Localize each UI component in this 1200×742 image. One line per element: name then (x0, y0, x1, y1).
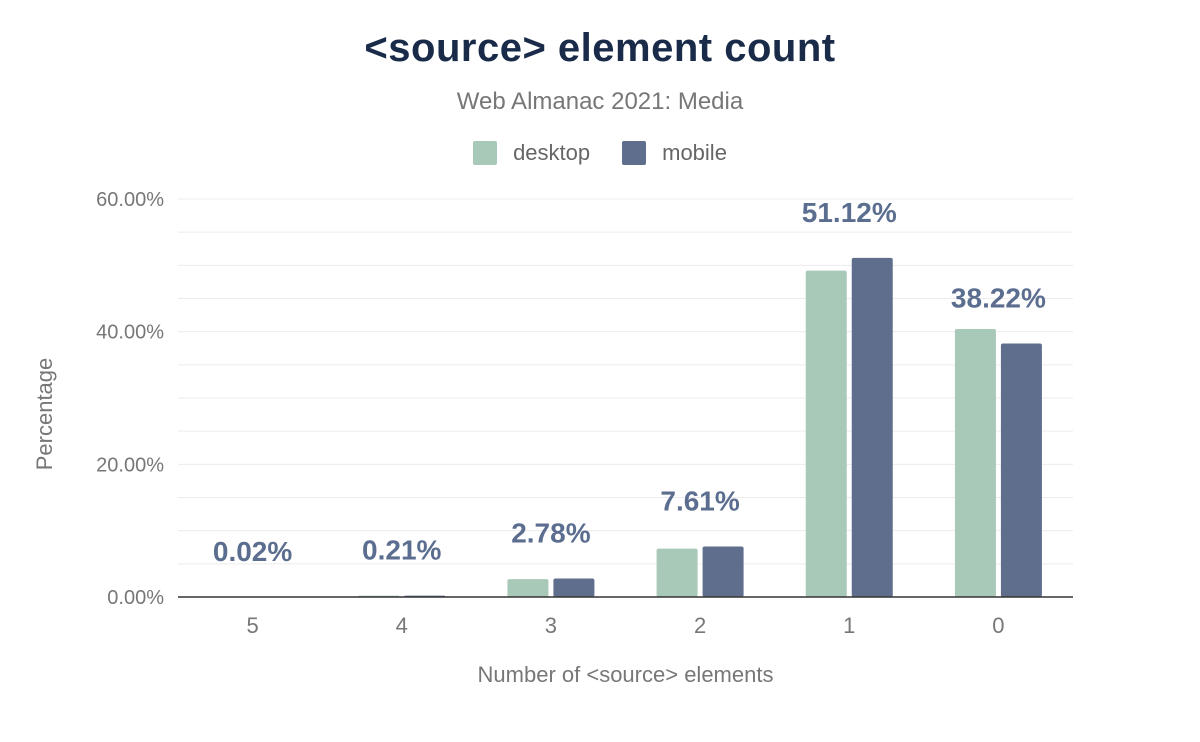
y-tick-label: 60.00% (96, 189, 164, 211)
bars (209, 257, 1042, 598)
y-tick-label: 0.00% (107, 587, 164, 609)
chart-subtitle: Web Almanac 2021: Media (456, 88, 744, 115)
data-label: 51.12% (802, 197, 897, 228)
x-axis-ticks: 5 4 3 2 1 0 (246, 613, 1004, 638)
legend-label-mobile: mobile (662, 140, 727, 165)
x-axis-label: Number of <source> elements (478, 662, 774, 687)
x-tick-label: 5 (246, 613, 258, 638)
x-tick-label: 3 (545, 613, 557, 638)
data-label: 2.78% (511, 518, 590, 549)
bar-desktop-2[interactable] (656, 548, 698, 597)
data-label: 7.61% (660, 486, 739, 517)
data-label: 38.22% (951, 282, 1046, 313)
bar-desktop-1[interactable] (805, 270, 847, 597)
y-axis-label: Percentage (32, 358, 57, 471)
legend-swatch-mobile (622, 141, 647, 165)
x-tick-label: 0 (992, 613, 1004, 638)
legend-item-desktop[interactable]: desktop (473, 140, 590, 166)
y-tick-label: 20.00% (96, 454, 164, 476)
legend-label-desktop: desktop (513, 140, 591, 165)
bar-mobile-2[interactable] (702, 546, 744, 597)
legend: desktop mobile (0, 140, 1200, 166)
bar-desktop-0[interactable] (954, 329, 996, 597)
x-tick-label: 1 (843, 613, 855, 638)
bar-mobile-3[interactable] (553, 578, 595, 597)
legend-swatch-desktop (473, 141, 498, 165)
y-axis-ticks: 0.00% 20.00% 40.00% 60.00% (96, 189, 164, 609)
bar-mobile-1[interactable] (851, 257, 893, 597)
bar-desktop-3[interactable] (507, 579, 549, 597)
data-labels: 0.02% 0.21% 2.78% 7.61% 51.12% 38.22% (213, 197, 1046, 567)
data-label: 0.21% (362, 535, 441, 566)
data-label: 0.02% (213, 536, 292, 567)
gridlines (178, 198, 1073, 565)
x-tick-label: 2 (694, 613, 706, 638)
x-tick-label: 4 (396, 613, 408, 638)
bar-mobile-0[interactable] (1000, 343, 1042, 597)
y-tick-label: 40.00% (96, 322, 164, 344)
chart-title: <source> element count (364, 26, 836, 70)
legend-item-mobile[interactable]: mobile (622, 140, 727, 166)
